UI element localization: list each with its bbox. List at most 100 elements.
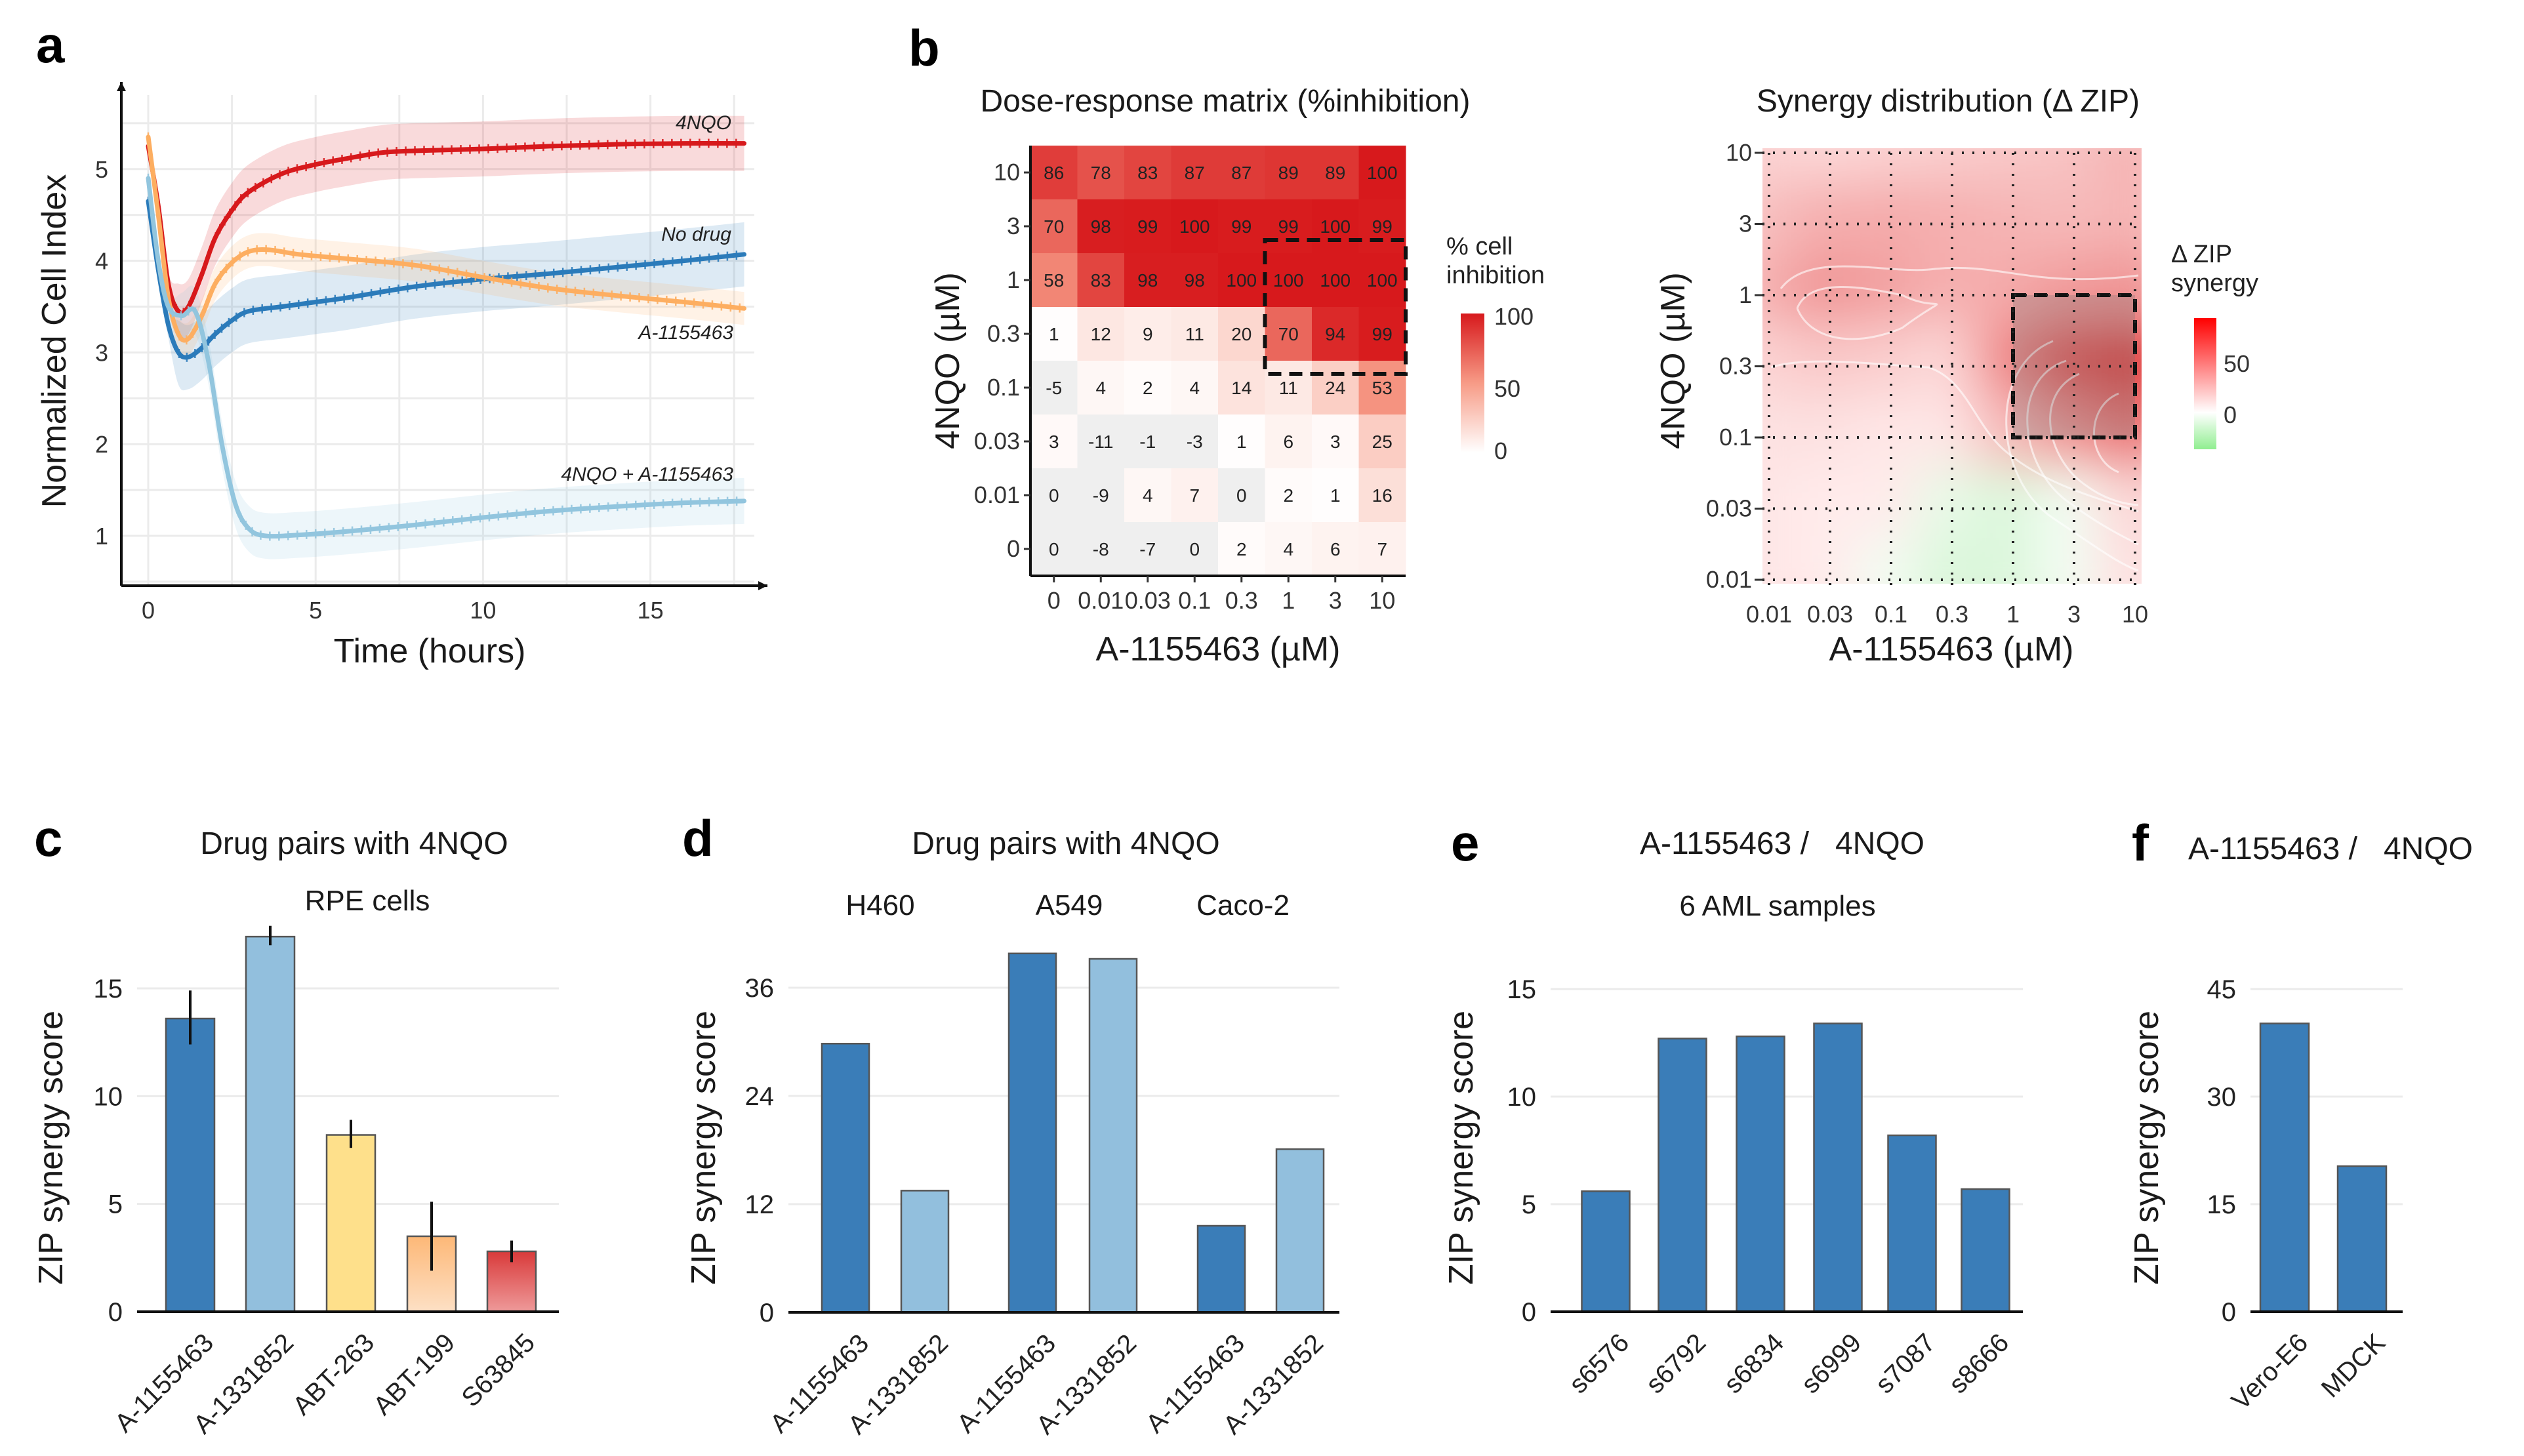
heatmap-cell-label: 100 [1226,270,1257,291]
bar-a-1331852 [245,935,296,1313]
heatmap-cell-label: 2 [1143,378,1153,398]
x-tick-label: 0.3 [1225,587,1258,614]
contour-line [1796,286,1938,340]
y-tick-label: 3 [95,339,108,366]
y-tick-label: 10 [94,1082,123,1111]
heatmap-cell-label: 98 [1137,270,1158,291]
heatmap-cell-label: -9 [1093,485,1109,506]
heatmap-cell [1030,199,1078,254]
heatmap-cell [1358,199,1406,254]
heatmap-cell-label: 2 [1236,539,1247,559]
panel-letter-e: e [1451,814,1479,872]
bar-s7087 [1887,1134,1937,1313]
y-tick-label: 36 [745,974,775,1003]
heatmap-cell [1124,307,1171,361]
y-tick-label: 0 [1522,1298,1536,1327]
heatmap-cell [1358,522,1406,576]
contour-line [2026,359,2139,546]
heatmap-cell-label: 3 [1330,432,1341,452]
heatmap-cell [1358,307,1406,361]
x-tick-label: 0.01 [1078,587,1124,614]
inhibition-colorbar [1461,313,1484,453]
heatmap-cell [1030,522,1078,576]
y-tick-label: 3 [1007,212,1020,239]
x-tick-label: 0.01 [1746,601,1792,628]
heatmap-cell-label: 89 [1325,163,1345,183]
heatmap-cell-label: 1 [1330,485,1341,506]
heatmap-cell [1218,199,1265,254]
y-tick-label: 10 [1507,1083,1537,1112]
bar-a-1155463 [1008,952,1057,1314]
heatmap-cell-label: 1 [1236,432,1247,452]
x-tick-label: 0 [142,597,155,624]
confidence-band-2 [148,130,744,357]
panel-d-y-axis-title: ZIP synergy score [685,1011,723,1285]
heatmap-cell [1124,361,1171,415]
heatmap-cell [1312,199,1359,254]
heatmap-cell [1218,146,1265,200]
heatmap-cell-label: 3 [1049,432,1059,452]
heatmap-cell-label: 98 [1091,216,1111,237]
contour-line [2093,392,2119,474]
heatmap-cell [1030,146,1078,200]
heatmap-cell [1171,253,1219,308]
heatmap-cell-label: 58 [1044,270,1064,291]
heatmap-cell-label: 78 [1091,163,1111,183]
heatmap-cell [1265,146,1313,200]
heatmap-cell [1312,361,1359,415]
heatmap-cell [1030,361,1078,415]
heatmap-cell [1265,415,1313,469]
y-tick-label: 15 [1507,975,1537,1004]
heatmap-cell-label: 94 [1325,324,1345,344]
series-label: 4NQO + A-1155463 [561,464,733,485]
x-tick-label: 0.1 [1875,601,1907,628]
heatmap-cell [1358,361,1406,415]
x-tick-label: Vero-E6 [2226,1328,2313,1415]
x-tick-label: s6576 [1564,1328,1635,1399]
bar-s6792 [1658,1038,1707,1313]
panel-a-axes [117,82,767,590]
dose-response-x-axis-title: A-1155463 (µM) [1096,630,1341,668]
inhibition-legend-title-line2: inhibition [1446,262,1545,289]
panel-e-bars: 0 5 10 15 s6576 s6792 s6834 s6999 s7087 s8666 [1507,975,2023,1399]
panel-b: b Dose-response matrix (%inhibition) 86 7… [908,19,1545,668]
y-axis-arrow-icon [117,82,126,91]
bar-s6834 [1736,1035,1785,1313]
x-axis-arrow-icon [758,581,767,590]
highlight-box [2011,293,2137,439]
heatmap-cell [1124,468,1171,523]
heatmap-cell-label: 99 [1278,216,1299,237]
inhibition-colorbar-legend: % cell inhibition 100 50 0 [1446,233,1545,464]
heatmap-cell-label: 1 [1049,324,1059,344]
heatmap-cell [1218,415,1265,469]
panel-e-subtitle: 6 AML samples [1679,890,1875,922]
heatmap-cell-label: 2 [1283,485,1293,506]
heatmap-cell-label: 7 [1189,485,1200,506]
heatmap-cell [1312,468,1359,523]
highlight-box [1263,238,1408,376]
x-tick-label: 3 [1329,587,1342,614]
y-tick-label: 45 [2207,975,2237,1004]
x-tick-label: s8666 [1944,1328,2014,1399]
y-tick-label: 10 [1726,139,1752,166]
bar-mdck [2336,1165,2388,1313]
synergy-y-axis-title: 4NQO (µM) [1654,272,1692,449]
heatmap-cell-label: -5 [1046,378,1062,398]
y-tick-label: 0.3 [1719,353,1752,380]
heatmap-cell [1265,361,1313,415]
y-tick-label: 15 [94,975,123,1003]
panel-f-y-axis-title: ZIP synergy score [2128,1011,2166,1285]
heatmap-cell [1030,253,1078,308]
heatmap-cell [1077,146,1125,200]
x-tick-label: MDCK [2316,1328,2392,1404]
synergy-surface-cell [2098,537,2142,584]
series-line-2 [146,134,747,343]
heatmap-cell-label: -1 [1139,432,1156,452]
heatmap-cell [1171,199,1219,254]
panel-letter-c: c [34,809,62,867]
heatmap-cell [1265,307,1313,361]
panel-b-synergy: Synergy distribution (Δ ZIP) 10310.30.10… [1654,84,2258,668]
bar-vero-e6 [2259,1022,2310,1313]
y-tick-label: 0.1 [987,374,1020,401]
